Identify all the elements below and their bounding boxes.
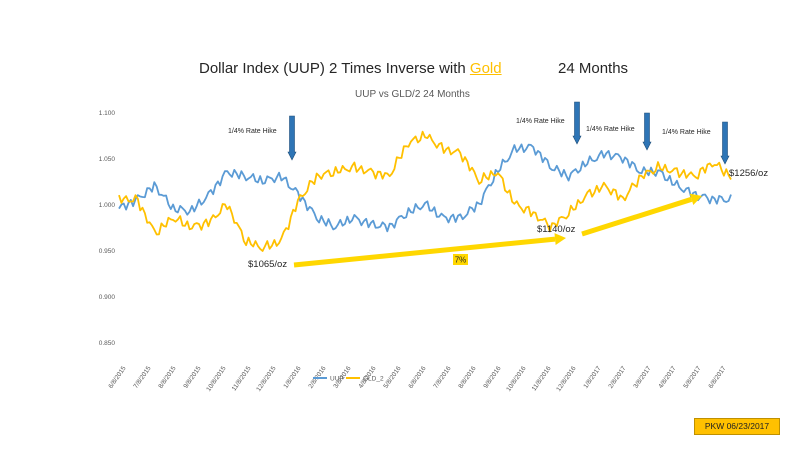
x-tick-label: 12/8/2015	[255, 365, 278, 393]
x-tick-label: 3/8/2017	[632, 365, 652, 390]
trend-arrow-2	[581, 193, 702, 237]
series-line-uup	[118, 143, 732, 233]
x-tick-label: 7/8/2015	[132, 365, 152, 390]
rate-hike-arrow-4	[720, 121, 730, 165]
trend-arrow-head	[689, 193, 702, 206]
x-tick-label: 8/8/2015	[157, 365, 177, 390]
x-tick-label: 6/8/2016	[407, 365, 427, 390]
rate-hike-arrow-2	[572, 101, 582, 145]
title-gold[interactable]: Gold	[469, 60, 502, 77]
trend-percent-highlight	[453, 254, 468, 265]
y-tick-label: 0.950	[99, 248, 116, 255]
x-tick-label: 7/8/2016	[432, 365, 452, 390]
rate-hike-label: 1/4% Rate Hike	[228, 128, 277, 135]
rate-hike-arrow-3	[642, 112, 652, 151]
legend-label: UUP	[330, 376, 344, 383]
x-tick-label: 11/8/2016	[531, 365, 553, 393]
rate-hike-label: 1/4% Rate Hike	[516, 118, 565, 125]
rate-hike-arrow	[572, 101, 582, 145]
rate-hike-label: 1/4% Rate Hike	[586, 126, 635, 133]
x-tick-label: 2/8/2017	[607, 365, 627, 390]
x-tick-label: 11/8/2015	[231, 365, 253, 393]
x-tick-label: 8/8/2016	[457, 365, 477, 390]
author-date-badge: PKW 06/23/2017	[694, 418, 780, 435]
rate-hike-label: 1/4% Rate Hike	[662, 129, 711, 136]
trend-arrow-shaft	[293, 236, 556, 268]
x-tick-label: 5/8/2016	[382, 365, 402, 390]
legend: UUP GLD_2	[313, 376, 384, 383]
y-axis: 0.850 0.900 0.950 1.000 1.050 1.100	[99, 110, 116, 347]
y-tick-label: 0.900	[99, 294, 116, 301]
trend-arrow-1	[293, 233, 566, 268]
x-tick-label: 6/8/2015	[107, 365, 127, 390]
title-main: Dollar Index (UUP) 2 Times Inverse with …	[199, 60, 502, 77]
y-tick-label: 0.850	[99, 340, 116, 347]
trend-percent-label: 7%	[455, 256, 467, 265]
y-tick-label: 1.050	[99, 156, 116, 163]
rate-hike-arrow	[720, 121, 730, 165]
gold-price-label: $1256/oz	[729, 168, 768, 179]
gold-price-label: $1140/oz	[537, 224, 576, 235]
x-tick-label: 5/8/2017	[682, 365, 702, 390]
rate-hike-arrow	[642, 112, 652, 151]
x-tick-label: 6/8/2017	[707, 365, 727, 390]
y-tick-label: 1.100	[99, 110, 116, 117]
rate-hike-arrow	[287, 115, 297, 161]
series-line-gld-2	[118, 130, 732, 252]
y-tick-label: 1.000	[99, 202, 116, 209]
legend-label: GLD_2	[363, 376, 384, 383]
x-tick-label: 10/8/2015	[205, 365, 228, 393]
x-tick-label: 12/8/2016	[555, 365, 578, 393]
x-tick-label: 9/8/2015	[182, 365, 202, 390]
x-tick-label: 10/8/2016	[505, 365, 528, 393]
rate-hike-arrow-1	[287, 115, 297, 161]
trend-arrow-head	[554, 233, 566, 246]
x-tick-label: 1/8/2016	[282, 365, 302, 390]
x-tick-label: 1/8/2017	[582, 365, 602, 390]
x-tick-label: 4/8/2017	[657, 365, 677, 390]
gold-price-label: $1065/oz	[248, 259, 287, 270]
chart-subtitle: UUP vs GLD/2 24 Months	[355, 89, 470, 100]
x-tick-label: 9/8/2016	[482, 365, 502, 390]
series-lines	[118, 130, 732, 252]
annotations: 1/4% Rate Hike 1/4% Rate Hike 1/4% Rate Hi…	[228, 101, 768, 270]
trend-arrow-shaft	[581, 196, 693, 237]
title-period: 24 Months	[558, 60, 629, 77]
x-axis: 6/8/2015 7/8/2015 8/8/2015 9/8/2015 10/8/201…	[107, 365, 727, 393]
title-prefix: Dollar Index (UUP) 2 Times Inverse with	[199, 60, 470, 77]
